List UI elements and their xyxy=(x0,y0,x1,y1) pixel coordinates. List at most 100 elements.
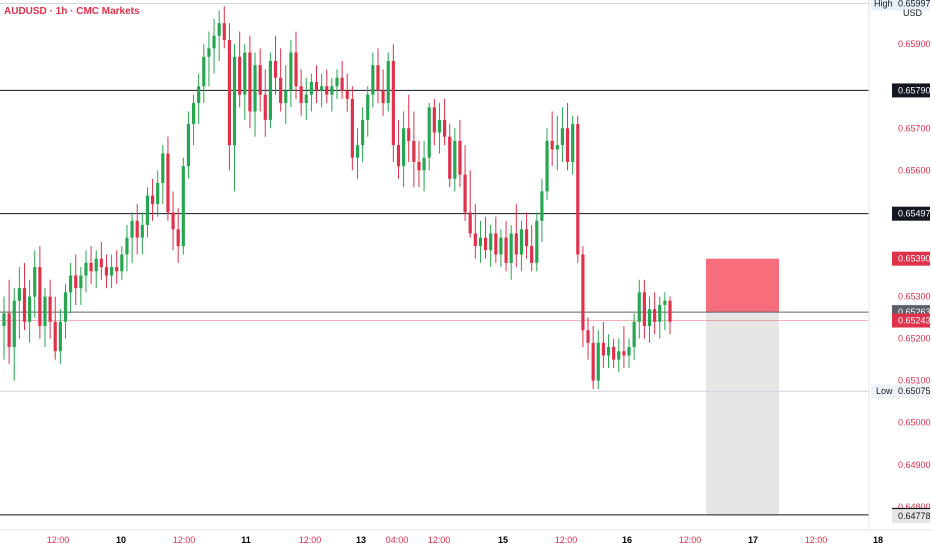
candle-body xyxy=(381,90,385,104)
time-tick-label: 04:00 xyxy=(386,535,409,545)
candle-body xyxy=(402,128,406,167)
light-price-tag-text: 0.64778 xyxy=(898,511,931,521)
candle-body xyxy=(53,321,57,352)
candle-body xyxy=(663,300,667,305)
candle-body xyxy=(232,56,237,146)
candle-body xyxy=(325,86,329,95)
candle-body xyxy=(63,292,68,322)
candle-body xyxy=(191,103,196,125)
candle-body xyxy=(58,321,62,352)
time-tick-label: 12:00 xyxy=(679,535,702,545)
candle-body xyxy=(202,56,206,87)
candle-body xyxy=(478,237,483,247)
level-price-tag-background xyxy=(892,83,930,98)
candle-body xyxy=(69,275,73,293)
position-zones xyxy=(706,258,779,515)
candle-body xyxy=(637,292,641,322)
level-price-tag: 0.65497 xyxy=(892,206,931,221)
high-value: 0.65997 xyxy=(898,0,931,8)
candle-body xyxy=(43,296,47,326)
candle-body xyxy=(140,225,144,238)
time-tick-label: 16 xyxy=(622,535,632,545)
candle-body xyxy=(340,77,344,91)
candle-body xyxy=(115,267,119,272)
candle-body xyxy=(658,304,662,322)
price-tick-label: 0.65600 xyxy=(898,165,931,175)
price-tick-label: 0.65000 xyxy=(898,418,931,428)
candle-body xyxy=(17,288,21,301)
candle-body xyxy=(396,145,401,167)
candle-body xyxy=(366,94,370,120)
candle-body xyxy=(258,65,262,95)
candle-body xyxy=(407,128,411,141)
candle-body xyxy=(565,128,570,162)
candle-body xyxy=(289,52,293,91)
candle-body xyxy=(412,140,416,162)
candle-body xyxy=(524,229,529,247)
light-price-tag: 0.64778 xyxy=(892,509,931,524)
currency-label: USD xyxy=(903,8,923,18)
time-tick-label: 12:00 xyxy=(805,535,828,545)
candle-body xyxy=(145,195,150,226)
candle-body xyxy=(437,119,442,133)
candle-body xyxy=(591,342,595,381)
low-label: Low xyxy=(876,386,893,396)
candle-body xyxy=(84,262,88,276)
candle-body xyxy=(647,309,652,326)
candle-body xyxy=(217,23,221,36)
candle-body xyxy=(38,267,42,326)
candle-body xyxy=(273,60,278,78)
time-tick-label: 12:00 xyxy=(428,535,451,545)
candle-body xyxy=(33,267,37,297)
candle-body xyxy=(514,233,518,255)
candle-body xyxy=(222,23,226,40)
candle-body xyxy=(238,56,242,95)
candle-body xyxy=(550,140,554,150)
candle-body xyxy=(330,86,334,95)
candle-body xyxy=(161,153,165,183)
candle-body xyxy=(335,77,339,87)
time-tick-label: 12:00 xyxy=(555,535,578,545)
time-tick-label: 12:00 xyxy=(173,535,196,545)
level-price-tag: 0.65790 xyxy=(892,83,931,98)
high-label: High xyxy=(874,0,893,8)
candle-body xyxy=(166,153,170,213)
candle-body xyxy=(596,342,600,381)
candle-body xyxy=(176,229,180,247)
candle-body xyxy=(545,140,549,192)
candle-body xyxy=(535,220,539,263)
candle-body xyxy=(320,86,324,91)
candle-body xyxy=(601,342,605,356)
red-price-tag-background xyxy=(892,251,930,266)
candle-body xyxy=(499,237,503,255)
candle-body xyxy=(212,35,216,49)
level-price-tag-text: 0.65263 xyxy=(898,307,931,317)
candle-body xyxy=(268,60,272,120)
candle-body xyxy=(207,48,211,57)
chart-title: AUDUSD · 1h · CMC Markets xyxy=(4,6,140,17)
candle-body xyxy=(494,233,498,255)
time-tick-label: 15 xyxy=(498,535,508,545)
candle-body xyxy=(243,52,247,95)
candle-body xyxy=(22,288,27,322)
candle-body xyxy=(504,237,508,263)
candle-body xyxy=(263,94,267,120)
candle-body xyxy=(617,351,621,360)
candle-body xyxy=(314,82,319,91)
candle-body xyxy=(248,52,252,112)
candle-body xyxy=(371,65,375,95)
level-price-tag-text: 0.65497 xyxy=(898,209,931,219)
time-tick-label: 11 xyxy=(241,535,251,545)
candle-body xyxy=(156,182,160,205)
candle-body xyxy=(632,321,636,348)
candle-body xyxy=(576,124,580,255)
time-tick-label: 10 xyxy=(116,535,126,545)
red-price-tag-background xyxy=(892,313,930,328)
candle-body xyxy=(571,124,575,162)
candle-body xyxy=(422,157,426,171)
red-price-tag-text: 0.65390 xyxy=(898,254,931,264)
candle-body xyxy=(99,258,103,268)
candle-body xyxy=(463,174,467,213)
